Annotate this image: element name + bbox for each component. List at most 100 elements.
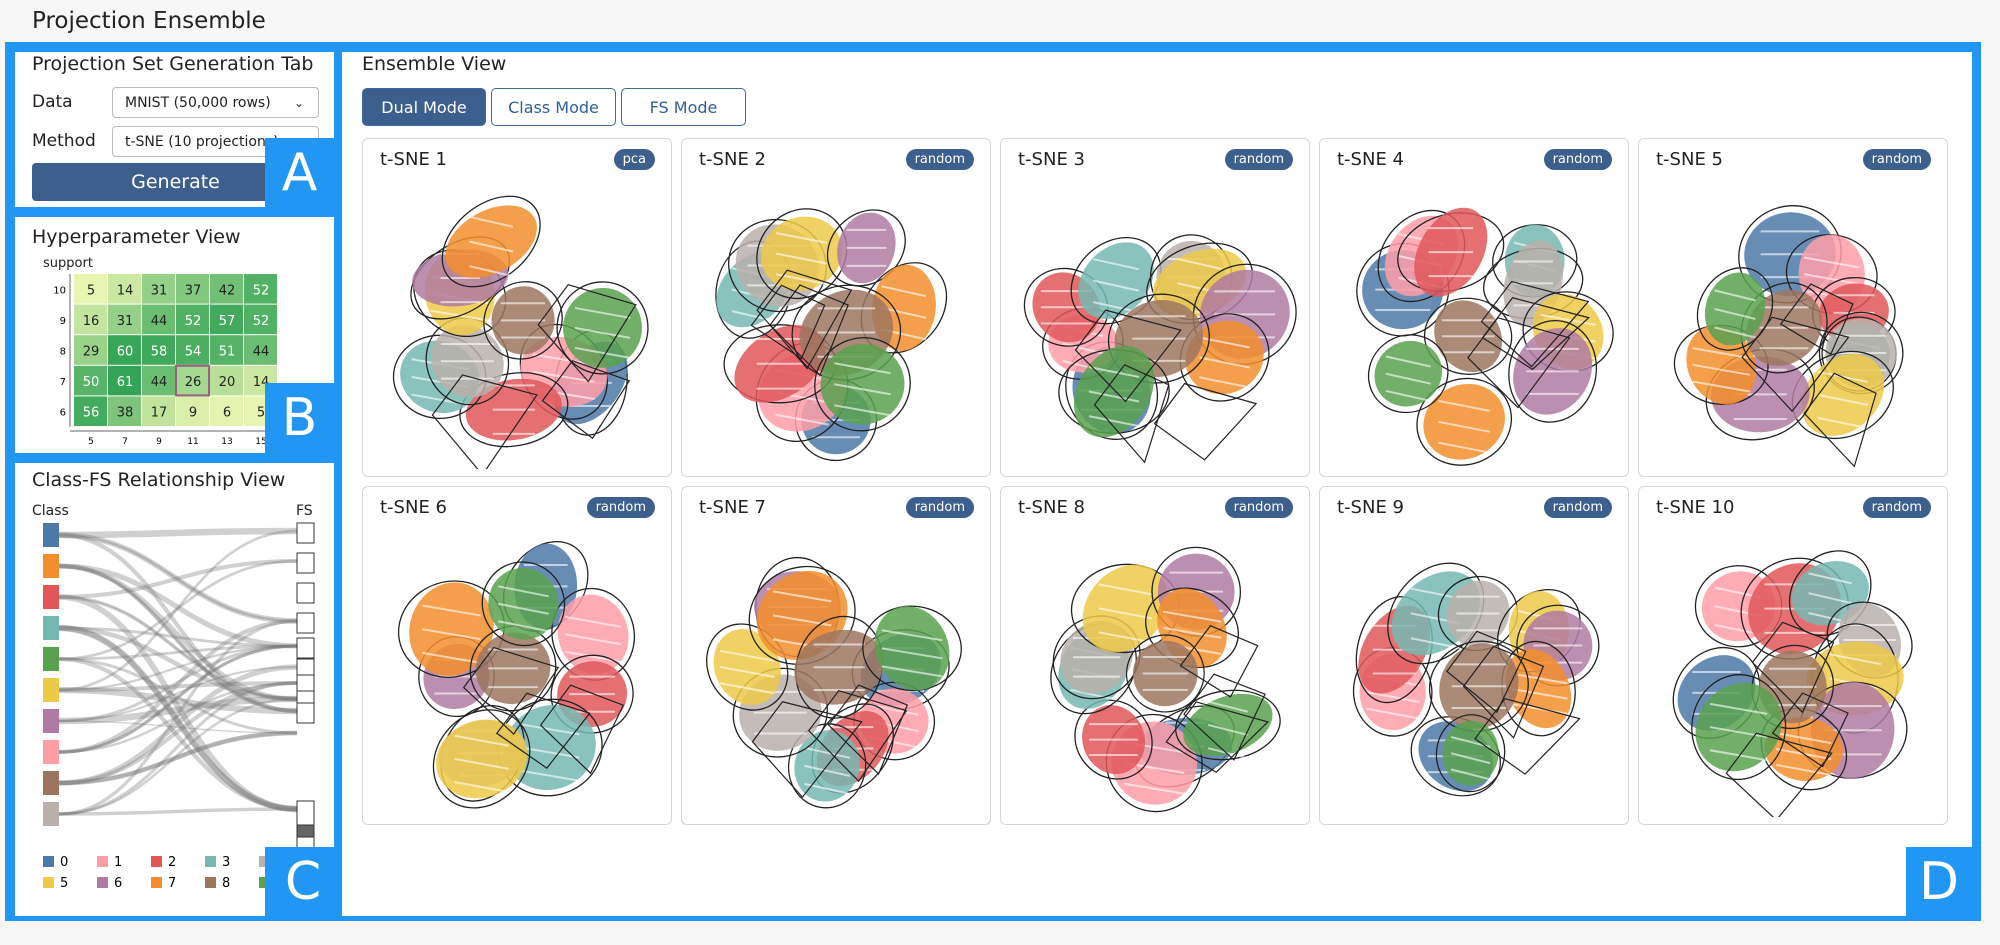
- hatch: [1450, 752, 1491, 765]
- projection-name: t-SNE 4: [1337, 149, 1404, 170]
- legend-label: 5: [60, 876, 68, 891]
- cell-value: 16: [83, 314, 100, 329]
- hatch: [881, 647, 943, 660]
- mode-button[interactable]: Dual Mode: [362, 88, 486, 126]
- fs-hull: [769, 284, 849, 377]
- flow-link: [58, 529, 298, 692]
- mode-button[interactable]: Class Mode: [491, 88, 616, 126]
- heat-cell: [142, 304, 175, 335]
- projection-card[interactable]: t-SNE 2 random: [681, 138, 991, 477]
- panel-badge: B: [265, 383, 334, 453]
- legend-swatch: [97, 856, 108, 867]
- fs-hull: [827, 684, 909, 775]
- selected-cell: [175, 364, 210, 397]
- hatch: [520, 769, 580, 782]
- heat-cell: [176, 396, 209, 426]
- fs-hull: [495, 692, 591, 769]
- cell-value: 44: [253, 345, 270, 360]
- fs-hull: [1467, 317, 1571, 409]
- hatch: [1410, 637, 1461, 650]
- mode-button[interactable]: FS Mode: [621, 88, 746, 126]
- class-bar: [43, 802, 59, 826]
- cluster-hull: [556, 281, 649, 375]
- y-tick-label: 8: [60, 347, 66, 358]
- cluster-hull: [441, 195, 541, 288]
- projection-card[interactable]: t-SNE 8 random: [1000, 486, 1310, 825]
- hatch: [804, 764, 851, 777]
- hatch: [1509, 687, 1568, 700]
- legend-label: 2: [168, 855, 176, 870]
- hatch: [1714, 326, 1756, 339]
- projection-name: t-SNE 5: [1656, 149, 1723, 170]
- flow-link: [58, 532, 298, 714]
- flow-link: [58, 563, 298, 649]
- projection-card[interactable]: t-SNE 3 random: [1000, 138, 1310, 477]
- flow-link: [58, 720, 298, 734]
- heat-cell: [176, 365, 209, 396]
- hatch: [772, 590, 832, 603]
- data-select[interactable]: MNIST (50,000 rows) ⌄: [112, 87, 319, 118]
- legend-swatch: [259, 856, 270, 867]
- flow-link: [58, 644, 298, 723]
- projection-name: t-SNE 10: [1656, 497, 1735, 518]
- cluster-hull: [1023, 267, 1109, 347]
- legend-label: 7: [168, 876, 176, 891]
- projection-card[interactable]: t-SNE 9 random: [1319, 486, 1629, 825]
- heat-cell: [74, 335, 107, 365]
- panel-badge: C: [265, 847, 341, 916]
- hatch: [1088, 365, 1140, 378]
- flow-link: [58, 596, 298, 700]
- cell-value: 57: [219, 314, 236, 329]
- cell-value: 26: [185, 375, 202, 390]
- flow-link: [58, 563, 298, 714]
- axis-label: support: [43, 256, 93, 271]
- fs-box: [296, 522, 315, 544]
- hatch: [497, 620, 549, 633]
- projection-card[interactable]: t-SNE 5 random: [1638, 138, 1948, 477]
- hatch: [1808, 572, 1853, 585]
- fs-hull: [751, 701, 863, 799]
- hatch: [454, 781, 509, 794]
- projection-card[interactable]: t-SNE 4 random: [1319, 138, 1629, 477]
- cell-value: 38: [117, 406, 134, 421]
- hatch: [1207, 723, 1248, 736]
- panel-title: Ensemble View: [362, 53, 507, 75]
- cluster: [761, 216, 843, 291]
- cluster: [874, 606, 950, 691]
- fs-hull: [1446, 630, 1527, 714]
- hatch: [719, 666, 775, 679]
- flow-link: [58, 656, 298, 812]
- init-tag: random: [1224, 149, 1293, 170]
- projection-card[interactable]: t-SNE 7 random: [681, 486, 991, 825]
- hatch: [1808, 592, 1853, 605]
- fs-hull: [1480, 280, 1590, 368]
- y-tick-label: 7: [60, 377, 66, 388]
- hatch: [422, 628, 481, 641]
- fs-box: [296, 552, 315, 574]
- cell-value: 6: [223, 406, 231, 421]
- cell-value: 52: [185, 314, 202, 329]
- cluster-hull: [432, 709, 531, 809]
- hatch: [469, 240, 514, 253]
- hatch: [532, 370, 595, 383]
- hatch: [1098, 583, 1153, 596]
- heat-cell: [176, 274, 209, 304]
- fs-hull: [1803, 372, 1877, 468]
- heat-cell: [108, 304, 141, 335]
- class-bar: [43, 740, 59, 764]
- projection-plot: [1356, 207, 1614, 466]
- cell-value: 5: [87, 283, 95, 298]
- hatch: [1088, 415, 1140, 428]
- projection-name: t-SNE 6: [380, 497, 447, 518]
- hatch: [1093, 258, 1139, 271]
- panel-badge: D: [1906, 847, 1972, 916]
- legend-swatch: [205, 877, 216, 888]
- hatch: [454, 757, 509, 770]
- fs-hull: [1751, 621, 1835, 714]
- projection-card[interactable]: t-SNE 6 random: [362, 486, 672, 825]
- hatch: [1709, 726, 1768, 739]
- cluster-hull: [1397, 212, 1505, 292]
- projection-card[interactable]: t-SNE 10 random: [1638, 486, 1948, 825]
- projection-card[interactable]: t-SNE 1 pca: [362, 138, 672, 477]
- cell-value: 9: [189, 406, 197, 421]
